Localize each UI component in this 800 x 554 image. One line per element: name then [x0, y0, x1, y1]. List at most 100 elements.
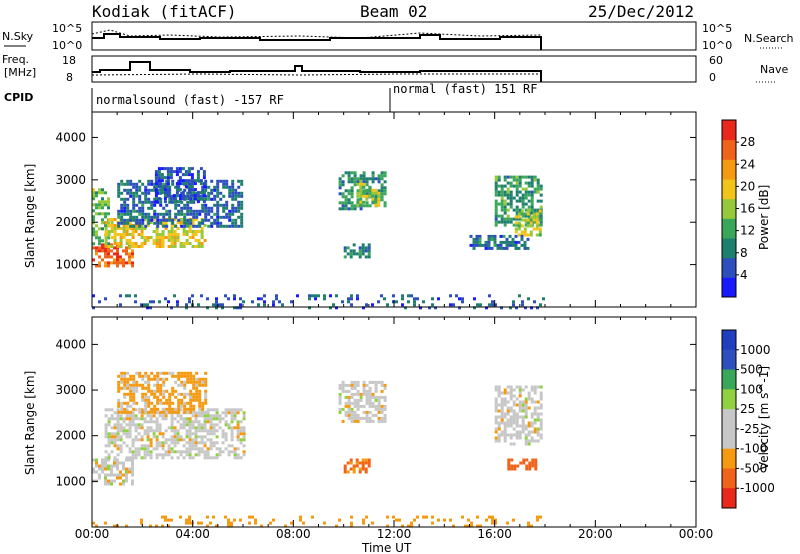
heatmap-cell	[524, 196, 528, 200]
heatmap-cell	[170, 414, 174, 418]
heatmap-cell	[170, 306, 173, 310]
heatmap-cell	[185, 521, 188, 525]
heatmap-cell	[503, 391, 507, 395]
heatmap-cell	[228, 209, 232, 213]
heatmap-cell	[542, 297, 545, 301]
heatmap-cell	[122, 264, 125, 268]
heatmap-cell	[207, 206, 211, 210]
heatmap-cell	[194, 417, 198, 421]
heatmap-cell	[350, 515, 353, 519]
heatmap-cell	[202, 191, 206, 195]
heatmap-cell	[359, 191, 363, 195]
heatmap-cell	[356, 383, 360, 387]
heatmap-cell	[347, 171, 351, 175]
heatmap-cell	[233, 297, 236, 301]
heatmap-cell	[107, 438, 111, 442]
heatmap-cell	[134, 453, 138, 457]
heatmap-cell	[531, 458, 535, 462]
heatmap-cell	[371, 380, 375, 384]
heatmap-cell	[204, 206, 208, 210]
heatmap-cell	[222, 203, 226, 207]
heatmap-cell	[505, 243, 509, 247]
heatmap-cell	[122, 233, 126, 236]
heatmap-cell	[157, 173, 161, 177]
heatmap-cell	[521, 427, 525, 431]
heatmap-cell	[231, 197, 235, 201]
heatmap-cell	[155, 438, 159, 442]
heatmap-cell	[538, 209, 542, 213]
heatmap-cell	[194, 218, 198, 221]
heatmap-cell	[374, 203, 378, 207]
heatmap-cell	[347, 192, 351, 196]
heatmap-cell	[173, 417, 177, 421]
heatmap-cell	[524, 306, 527, 310]
heatmap-cell	[494, 187, 498, 191]
heatmap-cell	[527, 214, 531, 218]
heatmap-cell	[146, 429, 150, 433]
heatmap-cell	[156, 398, 160, 402]
heatmap-cell	[535, 224, 539, 228]
heatmap-cell	[341, 380, 345, 384]
heatmap-cell	[104, 461, 107, 465]
heatmap-cell	[110, 482, 113, 486]
heatmap-cell	[365, 188, 369, 192]
heatmap-cell	[350, 419, 354, 423]
heatmap-cell	[526, 233, 530, 237]
heatmap-cell	[135, 371, 139, 375]
heatmap-cell	[506, 433, 510, 437]
heatmap-cell	[182, 438, 186, 442]
heatmap-cell	[192, 386, 196, 390]
heatmap-cell	[523, 218, 527, 222]
heatmap-cell	[132, 389, 136, 393]
heatmap-cell	[107, 423, 111, 427]
heatmap-cell	[158, 242, 162, 245]
colorbar-swatch	[722, 198, 736, 219]
heatmap-cell	[491, 521, 494, 525]
heatmap-cell	[234, 224, 238, 228]
heatmap-cell	[215, 303, 218, 307]
heatmap-cell	[509, 205, 513, 209]
heatmap-cell	[520, 218, 524, 222]
heatmap-cell	[177, 377, 181, 381]
heatmap-cell	[368, 419, 372, 423]
heatmap-cell	[129, 191, 133, 195]
heatmap-cell	[182, 230, 186, 233]
heatmap-cell	[95, 458, 98, 462]
heatmap-cell	[144, 395, 148, 399]
heatmap-cell	[380, 410, 384, 414]
heatmap-cell	[110, 473, 113, 477]
heatmap-cell	[371, 177, 375, 181]
beam-title: Beam 02	[360, 2, 427, 21]
heatmap-cell	[131, 461, 134, 465]
heatmap-cell	[113, 441, 117, 445]
heatmap-cell	[144, 380, 148, 384]
heatmap-cell	[367, 252, 371, 256]
heatmap-cell	[500, 433, 504, 437]
colorbar-tick-label: 500	[740, 363, 763, 377]
heatmap-cell	[187, 179, 191, 183]
heatmap-cell	[494, 421, 498, 425]
heatmap-cell	[191, 233, 195, 236]
heatmap-cell	[107, 236, 110, 240]
heatmap-cell	[506, 175, 510, 179]
heatmap-cell	[196, 194, 200, 198]
heatmap-cell	[104, 236, 108, 239]
heatmap-cell	[166, 179, 170, 183]
heatmap-cell	[231, 206, 235, 210]
heatmap-cell	[175, 194, 179, 198]
heatmap-cell	[239, 518, 242, 522]
heatmap-cell	[167, 245, 171, 248]
heatmap-cell	[335, 306, 338, 310]
heatmap-cell	[186, 224, 190, 228]
heatmap-cell	[92, 221, 95, 225]
heatmap-cell	[158, 441, 162, 445]
heatmap-cell	[116, 420, 120, 424]
heatmap-cell	[104, 476, 107, 480]
heatmap-cell	[116, 242, 120, 245]
heatmap-cell	[524, 187, 528, 191]
heatmap-cell	[119, 423, 123, 427]
heatmap-cell	[173, 233, 177, 236]
heatmap-cell	[155, 420, 159, 424]
heatmap-cell	[167, 524, 170, 528]
heatmap-cell	[183, 410, 187, 414]
